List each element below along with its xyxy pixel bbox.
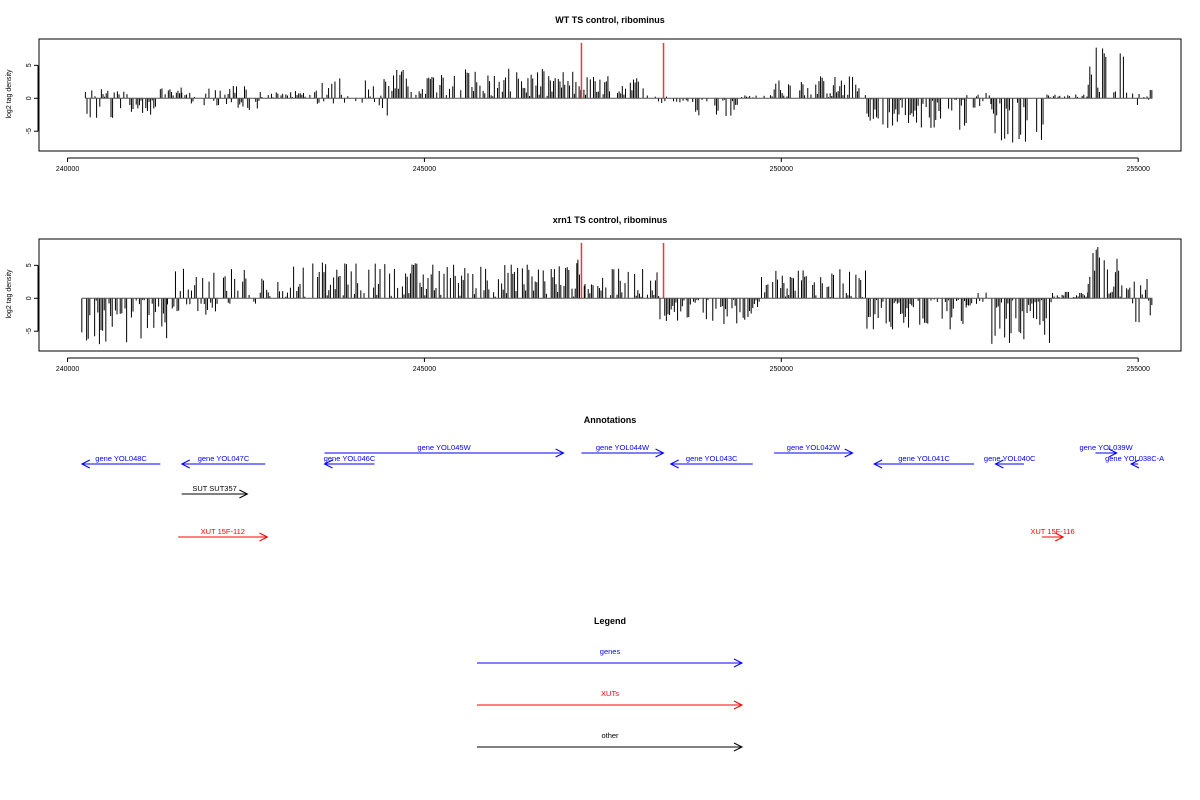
- feature-arrowhead: [844, 448, 854, 458]
- feature-arrowhead: [259, 532, 269, 542]
- x-tick-label: 240000: [56, 366, 79, 373]
- x-tick-label: 255000: [1126, 166, 1149, 173]
- wt-x-axis: 240000 245000 250000 255000: [56, 157, 1150, 173]
- legend-arrowhead: [733, 700, 744, 710]
- feature-gene-yol045w: gene YOL045W: [324, 443, 565, 458]
- feature-arrowhead: [239, 489, 249, 499]
- legend-items: genes XUTs other: [477, 647, 744, 752]
- feature-arrowhead: [555, 448, 565, 458]
- feature-arrowhead: [655, 448, 665, 458]
- feature-label: gene YOL046C: [324, 454, 376, 463]
- xrn1-y-axis: -5 0 5: [26, 263, 39, 334]
- x-tick-label: 245000: [413, 166, 436, 173]
- wt-marker-lines: [580, 43, 665, 99]
- feature-xut-15f-116: XUT 15F-116: [1030, 527, 1075, 542]
- feature-gene-yol041c: gene YOL041C: [872, 454, 975, 469]
- y-tick-label: 0: [26, 96, 33, 100]
- feature-gene-yol046c: gene YOL046C: [323, 454, 376, 469]
- y-tick-label: -5: [26, 328, 33, 334]
- feature-arrows: gene YOL048C gene YOL047C gene YOL046C gene…: [80, 443, 1164, 542]
- feature-arrowhead: [994, 459, 1004, 469]
- feature-label: gene YOL048C: [95, 454, 147, 463]
- legend-panel: Legend genes XUTs other: [477, 616, 744, 752]
- y-tick-label: 5: [26, 63, 33, 67]
- annotations-panel: Annotations gene YOL048C gene YOL047C gene…: [80, 415, 1164, 542]
- wt-plot-frame: [38, 38, 1182, 152]
- xrn1-signal-bars: [81, 247, 1153, 345]
- legend-arrowhead: [733, 742, 744, 752]
- feature-label: gene YOL042W: [787, 443, 841, 452]
- feature-gene-yol042w: gene YOL042W: [774, 443, 854, 458]
- legend-item-xuts: XUTs: [477, 689, 744, 710]
- feature-label: gene YOL044W: [596, 443, 650, 452]
- legend-label: XUTs: [601, 689, 619, 698]
- wt-y-axis: -5 0 5: [26, 63, 39, 134]
- feature-gene-yol039w: gene YOL039W: [1079, 443, 1134, 458]
- legend-arrowhead: [733, 658, 744, 668]
- legend-title: Legend: [594, 616, 626, 626]
- feature-gene-yol048c: gene YOL048C: [80, 454, 161, 469]
- feature-arrowhead: [323, 459, 333, 469]
- x-tick-label: 245000: [413, 366, 436, 373]
- x-tick-label: 250000: [770, 166, 793, 173]
- wt-signal-bars: [84, 47, 1153, 143]
- legend-item-genes: genes: [477, 647, 744, 668]
- feature-label: gene YOL045W: [417, 443, 471, 452]
- feature-arrowhead: [1108, 448, 1118, 458]
- feature-sut-sut357: SUT SUT357: [181, 484, 249, 499]
- wt-track-title: WT TS control, ribominus: [555, 15, 665, 25]
- y-tick-label: 0: [26, 296, 33, 300]
- feature-label: gene YOL040C: [984, 454, 1036, 463]
- annotations-title: Annotations: [584, 415, 637, 425]
- xrn1-x-axis: 240000 245000 250000 255000: [56, 357, 1150, 373]
- feature-arrowhead: [1129, 459, 1140, 469]
- legend-label: other: [601, 731, 619, 740]
- feature-xut-15f-112: XUT 15F-112: [178, 527, 269, 542]
- feature-label: gene YOL043C: [686, 454, 738, 463]
- feature-gene-yol044w: gene YOL044W: [581, 443, 665, 458]
- feature-arrowhead: [80, 459, 91, 469]
- xrn1-plot-frame: [38, 238, 1182, 352]
- feature-arrowhead: [669, 459, 679, 469]
- xrn1-y-axis-label: log2 tag density: [6, 269, 13, 319]
- feature-arrowhead: [1055, 532, 1065, 542]
- xrn1-track-title: xrn1 TS control, ribominus: [553, 215, 668, 225]
- wt-y-axis-label: log2 tag density: [6, 69, 13, 119]
- feature-arrowhead: [872, 459, 883, 469]
- feature-gene-yol040c: gene YOL040C: [984, 454, 1036, 469]
- feature-label: gene YOL038C-A: [1105, 454, 1164, 463]
- feature-arrowhead: [180, 459, 190, 469]
- feature-gene-yol043c: gene YOL043C: [669, 454, 753, 469]
- feature-label: gene YOL039W: [1079, 443, 1133, 452]
- y-tick-label: -5: [26, 128, 33, 134]
- feature-gene-yol038c-a: gene YOL038C-A: [1105, 454, 1164, 469]
- xrn1-marker-lines: [580, 243, 665, 299]
- feature-label: SUT SUT357: [192, 484, 236, 493]
- legend-label: genes: [600, 647, 621, 656]
- feature-label: XUT 15F-116: [1030, 527, 1074, 536]
- xrn1-track-panel: xrn1 TS control, ribominus log2 tag dens…: [6, 215, 1182, 373]
- wt-track-panel: WT TS control, ribominus log2 tag densit…: [6, 15, 1182, 173]
- x-tick-label: 240000: [56, 166, 79, 173]
- feature-label: XUT 15F-112: [201, 527, 245, 536]
- x-tick-label: 255000: [1126, 366, 1149, 373]
- feature-label: gene YOL047C: [198, 454, 250, 463]
- y-tick-label: 5: [26, 263, 33, 267]
- feature-label: gene YOL041C: [898, 454, 950, 463]
- feature-gene-yol047c: gene YOL047C: [180, 454, 266, 469]
- legend-item-other: other: [477, 731, 744, 752]
- x-tick-label: 250000: [770, 366, 793, 373]
